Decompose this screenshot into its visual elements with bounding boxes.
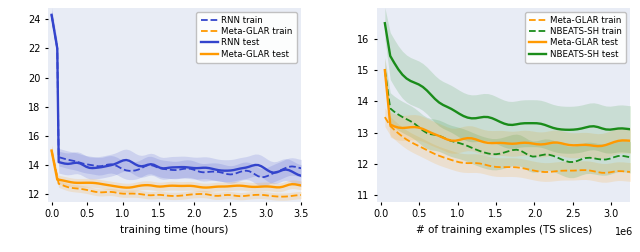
Line: Meta-GLAR train: Meta-GLAR train bbox=[385, 117, 630, 173]
Legend: RNN train, Meta-GLAR train, RNN test, Meta-GLAR test: RNN train, Meta-GLAR train, RNN test, Me… bbox=[196, 12, 297, 63]
Line: Meta-GLAR test: Meta-GLAR test bbox=[52, 150, 301, 188]
Meta-GLAR test bbox=[468, 137, 476, 140]
NBEATS-SH train bbox=[598, 158, 605, 161]
Meta-GLAR train bbox=[381, 116, 388, 119]
Meta-GLAR train bbox=[119, 192, 127, 195]
NBEATS-SH test bbox=[598, 127, 605, 130]
Meta-GLAR train bbox=[627, 170, 634, 173]
NBEATS-SH train bbox=[566, 161, 573, 164]
RNN test bbox=[116, 160, 124, 163]
NBEATS-SH test bbox=[431, 98, 439, 101]
RNN train bbox=[298, 167, 305, 170]
Meta-GLAR test bbox=[116, 185, 124, 188]
RNN train bbox=[165, 168, 173, 171]
RNN test bbox=[107, 164, 115, 167]
RNN train bbox=[257, 176, 265, 179]
Meta-GLAR train bbox=[248, 194, 256, 197]
RNN test bbox=[248, 164, 256, 167]
NBEATS-SH test bbox=[468, 117, 476, 120]
Line: RNN train: RNN train bbox=[52, 15, 301, 177]
Meta-GLAR train bbox=[439, 156, 447, 159]
NBEATS-SH test bbox=[439, 104, 447, 107]
Meta-GLAR test bbox=[168, 184, 176, 187]
Meta-GLAR train bbox=[468, 162, 476, 165]
RNN train bbox=[116, 166, 124, 169]
Meta-GLAR test bbox=[48, 149, 56, 152]
NBEATS-SH train bbox=[468, 146, 476, 149]
Meta-GLAR train bbox=[594, 171, 602, 174]
RNN test bbox=[48, 13, 56, 16]
Line: NBEATS-SH train: NBEATS-SH train bbox=[385, 70, 630, 162]
RNN train bbox=[48, 13, 56, 16]
Meta-GLAR train bbox=[602, 171, 610, 174]
RNN train bbox=[242, 169, 250, 172]
NBEATS-SH test bbox=[513, 123, 520, 126]
Meta-GLAR test bbox=[122, 186, 130, 189]
Meta-GLAR test bbox=[107, 184, 115, 187]
RNN test bbox=[165, 166, 173, 169]
Meta-GLAR test bbox=[529, 142, 536, 145]
RNN test bbox=[119, 159, 127, 162]
RNN test bbox=[298, 174, 305, 177]
NBEATS-SH test bbox=[566, 128, 573, 131]
NBEATS-SH test bbox=[529, 122, 536, 125]
Line: Meta-GLAR test: Meta-GLAR test bbox=[385, 70, 630, 146]
Line: Meta-GLAR train: Meta-GLAR train bbox=[52, 150, 301, 197]
Meta-GLAR test bbox=[627, 139, 634, 142]
NBEATS-SH train bbox=[381, 69, 388, 72]
RNN test bbox=[242, 166, 250, 169]
Line: RNN test: RNN test bbox=[52, 15, 301, 176]
RNN train bbox=[107, 163, 115, 166]
NBEATS-SH test bbox=[381, 22, 388, 25]
NBEATS-SH train bbox=[529, 155, 536, 158]
RNN train bbox=[119, 168, 127, 171]
Meta-GLAR test bbox=[252, 185, 259, 188]
Meta-GLAR test bbox=[119, 186, 127, 189]
RNN train bbox=[248, 171, 256, 174]
NBEATS-SH train bbox=[431, 133, 439, 136]
Meta-GLAR test bbox=[513, 142, 520, 145]
Meta-GLAR test bbox=[298, 184, 305, 187]
Meta-GLAR train bbox=[298, 194, 305, 197]
Meta-GLAR test bbox=[594, 145, 602, 148]
X-axis label: training time (hours): training time (hours) bbox=[120, 225, 228, 235]
NBEATS-SH train bbox=[513, 148, 520, 151]
Meta-GLAR train bbox=[116, 192, 124, 195]
Meta-GLAR test bbox=[598, 144, 605, 147]
Meta-GLAR train bbox=[529, 169, 536, 172]
Meta-GLAR test bbox=[439, 136, 447, 139]
NBEATS-SH train bbox=[627, 156, 634, 159]
Legend: Meta-GLAR train, NBEATS-SH train, Meta-GLAR test, NBEATS-SH test: Meta-GLAR train, NBEATS-SH train, Meta-G… bbox=[525, 12, 626, 63]
Meta-GLAR train bbox=[48, 149, 56, 152]
X-axis label: # of training examples (TS slices): # of training examples (TS slices) bbox=[415, 225, 592, 235]
Meta-GLAR train bbox=[513, 166, 520, 169]
Meta-GLAR test bbox=[381, 69, 388, 72]
Meta-GLAR train bbox=[242, 194, 250, 197]
NBEATS-SH test bbox=[627, 128, 634, 131]
Meta-GLAR train bbox=[165, 194, 173, 197]
Meta-GLAR train bbox=[431, 152, 439, 155]
Meta-GLAR train bbox=[107, 191, 115, 194]
Text: 1e6: 1e6 bbox=[614, 227, 633, 237]
Line: NBEATS-SH test: NBEATS-SH test bbox=[385, 23, 630, 130]
Meta-GLAR test bbox=[431, 133, 439, 136]
NBEATS-SH train bbox=[439, 136, 447, 139]
Meta-GLAR train bbox=[279, 195, 287, 198]
Meta-GLAR test bbox=[245, 185, 253, 188]
